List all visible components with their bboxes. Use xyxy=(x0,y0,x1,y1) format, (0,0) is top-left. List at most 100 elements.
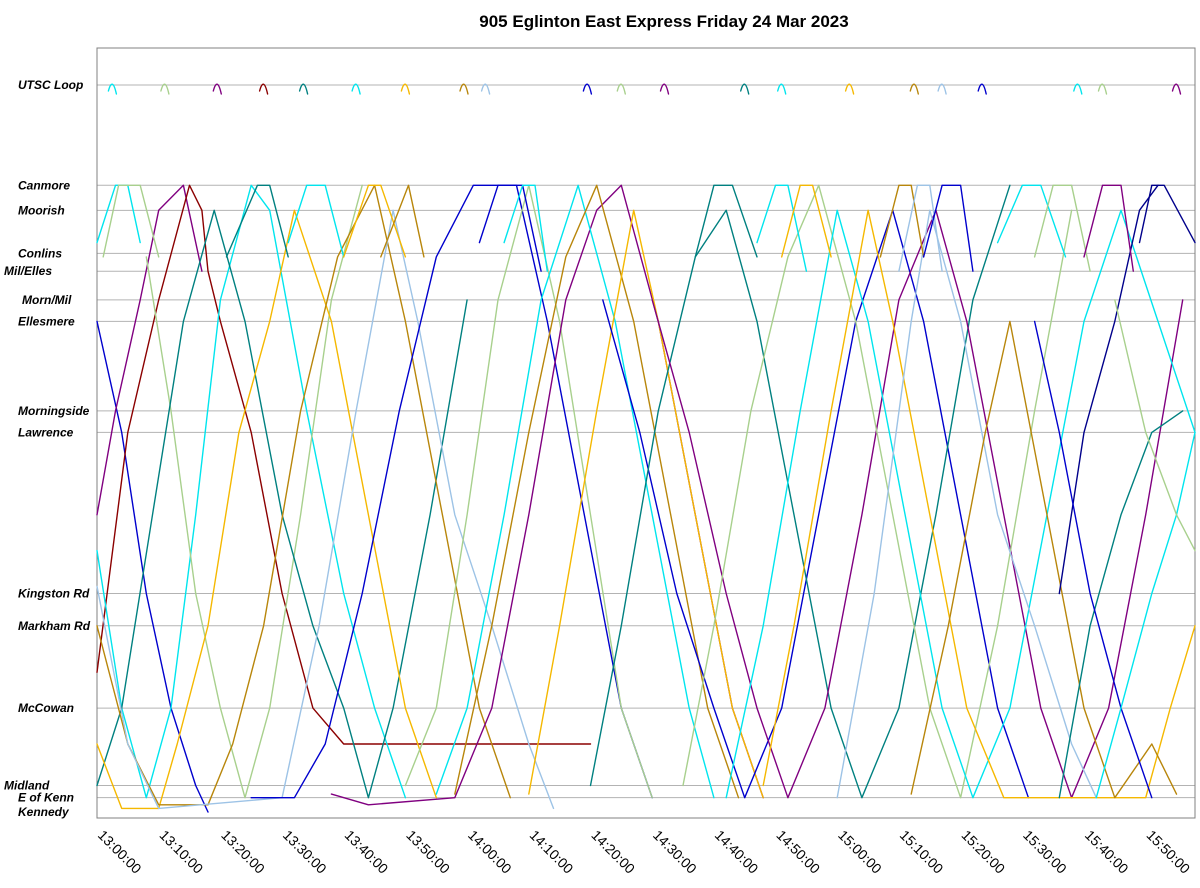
top-trip-line-17 xyxy=(1138,184,1196,244)
loop-mark-1 xyxy=(160,83,170,95)
trip-line-4 xyxy=(145,184,363,799)
loop-mark-11 xyxy=(659,83,670,95)
trip-line-17 xyxy=(651,209,1184,799)
top-trip-line-8 xyxy=(694,184,758,258)
top-trip-line-14 xyxy=(996,184,1067,258)
stop-label-12: Midland xyxy=(4,778,50,792)
trip-line-1 xyxy=(96,184,203,516)
chart-title: 905 Eglinton East Express Friday 24 Mar … xyxy=(479,12,848,31)
top-trip-line-16 xyxy=(1083,184,1134,272)
top-trip-line-13 xyxy=(922,184,974,272)
stop-label-9: Kingston Rd xyxy=(18,587,90,601)
trip-line-19 xyxy=(725,209,1196,799)
x-tick-label-10: 14:40:00 xyxy=(712,827,762,877)
top-trip-line-9 xyxy=(756,184,808,272)
stop-label-1: Canmore xyxy=(18,178,70,192)
loop-mark-13 xyxy=(777,83,787,95)
top-trip-line-4 xyxy=(343,184,407,258)
x-tick-label-7: 14:10:00 xyxy=(527,827,577,877)
stop-label-14: Kennedy xyxy=(18,805,70,819)
stop-label-6: Ellesmere xyxy=(18,314,75,328)
top-trip-line-7 xyxy=(503,184,548,272)
trip-line-24 xyxy=(1058,184,1159,595)
loop-mark-9 xyxy=(582,83,593,95)
trip-line-3 xyxy=(96,184,407,799)
x-tick-label-12: 15:00:00 xyxy=(835,827,885,877)
stop-label-11: McCowan xyxy=(18,701,74,715)
x-tick-label-14: 15:20:00 xyxy=(958,827,1008,877)
trip-line-9 xyxy=(250,184,653,799)
top-trip-line-0 xyxy=(96,184,141,244)
loop-mark-8 xyxy=(480,83,491,95)
x-tick-label-9: 14:30:00 xyxy=(650,827,700,877)
stop-label-5: Morn/Mil xyxy=(22,293,72,307)
x-tick-label-4: 13:40:00 xyxy=(342,827,392,877)
loop-mark-12 xyxy=(740,83,750,95)
trip-line-27 xyxy=(1114,299,1196,552)
trip-line-16 xyxy=(589,184,1011,799)
stop-gridlines xyxy=(97,84,1195,799)
top-trip-line-11 xyxy=(879,184,925,258)
top-trip-line-3 xyxy=(287,184,345,258)
x-tick-label-0: 13:00:00 xyxy=(95,827,145,877)
trip-line-20 xyxy=(762,209,1196,799)
top-trip-line-10 xyxy=(781,184,832,258)
loop-mark-17 xyxy=(977,83,987,95)
stop-label-0: UTSC Loop xyxy=(18,78,83,92)
stop-labels: UTSC Loop Canmore Moorish Conlins Mil/Elles M… xyxy=(4,78,91,819)
loop-mark-16 xyxy=(937,83,947,95)
stop-label-10: Markham Rd xyxy=(18,619,91,633)
top-trip-line-1 xyxy=(102,184,160,258)
x-tick-label-2: 13:20:00 xyxy=(218,827,268,877)
loop-mark-7 xyxy=(459,83,469,95)
loop-mark-20 xyxy=(1171,83,1182,95)
trip-line-26 xyxy=(1095,431,1196,799)
x-tick-label-6: 14:00:00 xyxy=(465,827,515,877)
x-tick-label-5: 13:50:00 xyxy=(403,827,453,877)
trip-line-14 xyxy=(528,209,764,799)
trip-line-6 xyxy=(96,209,437,810)
stop-label-3: Conlins xyxy=(18,246,62,260)
loop-mark-10 xyxy=(616,83,626,95)
x-tick-label-13: 15:10:00 xyxy=(897,827,947,877)
stop-label-4: Mil/Elles xyxy=(4,264,52,278)
loop-mark-4 xyxy=(298,83,309,95)
trip-line-2 xyxy=(96,184,592,745)
stop-label-8: Lawrence xyxy=(18,425,74,439)
stop-label-13: E of Kenn xyxy=(18,791,74,805)
x-tick-labels: 13:00:00 13:10:00 13:20:00 13:30:00 13:40:00… xyxy=(95,827,1194,877)
trip-line-8 xyxy=(96,209,555,810)
stop-label-2: Moorish xyxy=(18,203,65,217)
x-tick-label-16: 15:40:00 xyxy=(1082,827,1132,877)
trip-line-12 xyxy=(435,184,715,799)
trip-line-13 xyxy=(454,184,740,799)
loop-mark-0 xyxy=(107,83,118,95)
x-tick-label-15: 15:30:00 xyxy=(1020,827,1070,877)
trip-lines xyxy=(96,83,1196,813)
loop-mark-15 xyxy=(909,83,919,95)
trip-line-25 xyxy=(1033,320,1153,799)
x-tick-label-3: 13:30:00 xyxy=(280,827,330,877)
x-tick-label-17: 15:50:00 xyxy=(1144,827,1194,877)
loop-mark-18 xyxy=(1073,83,1083,95)
loop-mark-14 xyxy=(844,83,855,95)
trip-line-23 xyxy=(1058,410,1184,799)
trip-line-0 xyxy=(96,320,209,813)
x-tick-label-8: 14:20:00 xyxy=(588,827,638,877)
loop-mark-2 xyxy=(212,83,222,95)
top-trip-line-15 xyxy=(1033,184,1091,272)
stop-label-7: Morningside xyxy=(18,404,90,418)
trip-line-18 xyxy=(682,184,1073,799)
loop-mark-3 xyxy=(258,83,269,95)
top-trip-line-5 xyxy=(380,184,425,258)
loop-mark-6 xyxy=(400,83,411,95)
top-trip-line-6 xyxy=(478,184,542,272)
trip-line-21 xyxy=(836,209,1097,799)
trip-line-10 xyxy=(404,184,653,799)
loop-mark-19 xyxy=(1097,83,1108,95)
top-trip-line-12 xyxy=(898,184,943,272)
loop-mark-5 xyxy=(351,83,361,95)
x-tick-label-1: 13:10:00 xyxy=(157,827,207,877)
top-trip-line-2 xyxy=(225,184,289,258)
